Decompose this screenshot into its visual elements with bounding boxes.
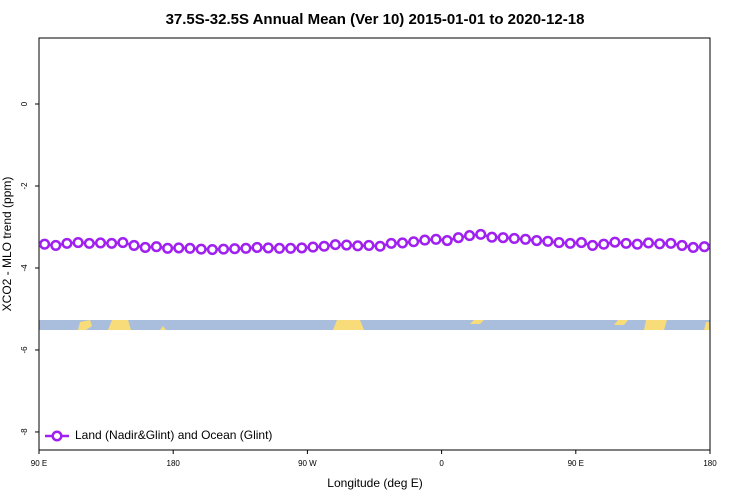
point — [419, 234, 431, 246]
point — [251, 241, 263, 254]
point — [184, 242, 196, 254]
land — [704, 322, 710, 330]
point — [72, 237, 84, 249]
ocean-strip — [39, 320, 710, 330]
point — [173, 242, 185, 254]
y-tick-label: -4 — [20, 264, 29, 272]
y-tick-label: -8 — [20, 428, 29, 436]
x-axis-label: Longitude (deg E) — [327, 476, 422, 490]
point — [676, 239, 688, 251]
land — [108, 320, 131, 330]
x-tick-label: 90 E — [31, 459, 47, 468]
point — [441, 234, 453, 247]
point — [665, 237, 677, 249]
point — [396, 237, 409, 249]
point — [464, 230, 476, 242]
point — [240, 242, 252, 254]
point — [307, 241, 319, 253]
land — [78, 320, 92, 330]
point — [128, 239, 140, 251]
point — [150, 241, 162, 253]
point — [531, 234, 543, 247]
point — [206, 243, 218, 256]
point — [262, 242, 274, 254]
map-strip — [39, 320, 710, 330]
point — [61, 237, 73, 249]
point — [217, 243, 230, 255]
point — [508, 232, 520, 245]
point — [329, 239, 341, 251]
point — [374, 240, 386, 252]
point — [273, 242, 285, 254]
point — [106, 237, 118, 249]
point — [139, 241, 151, 254]
land — [333, 320, 364, 330]
point — [598, 238, 610, 250]
point — [497, 232, 509, 244]
land — [614, 320, 628, 325]
x-tick-label: 90 E — [568, 459, 584, 468]
point — [620, 237, 632, 249]
x-tick-label: 90 W — [298, 459, 317, 468]
point — [542, 235, 554, 247]
point — [654, 238, 666, 250]
plot-frame — [38, 37, 711, 451]
point — [340, 239, 353, 251]
x-tick-label: 180 — [167, 459, 181, 468]
point — [50, 239, 62, 251]
point — [229, 243, 241, 255]
x-tick-label: 180 — [703, 459, 717, 468]
point — [631, 238, 643, 250]
land — [470, 320, 484, 324]
point — [553, 237, 565, 249]
point — [698, 241, 710, 253]
point — [285, 242, 297, 254]
point — [430, 233, 442, 245]
point — [519, 233, 532, 245]
legend-label: Land (Nadir&Glint) and Ocean (Glint) — [75, 428, 272, 442]
land — [160, 326, 166, 330]
y-tick-label: -6 — [20, 346, 29, 354]
chart-title: 37.5S-32.5S Annual Mean (Ver 10) 2015-01… — [166, 11, 585, 28]
y-axis-label: XCO2 - MLO trend (ppm) — [0, 177, 14, 312]
point — [83, 237, 95, 249]
point — [363, 239, 375, 251]
point — [318, 240, 330, 252]
point — [296, 242, 308, 254]
point — [486, 231, 498, 243]
point — [39, 238, 51, 250]
point — [575, 237, 587, 249]
point — [642, 237, 655, 249]
point — [687, 241, 699, 254]
land — [644, 320, 667, 330]
legend-marker — [51, 430, 63, 442]
point — [117, 237, 129, 249]
point — [408, 236, 420, 248]
point — [609, 236, 621, 248]
point — [94, 237, 107, 249]
point — [587, 239, 599, 251]
point — [452, 232, 464, 244]
x-tick-label: 0 — [439, 459, 444, 468]
point — [162, 242, 174, 254]
point — [352, 240, 364, 252]
point — [385, 237, 397, 249]
point — [195, 243, 207, 255]
y-tick-label: 0 — [20, 101, 29, 106]
point — [564, 237, 576, 249]
y-tick-label: -2 — [20, 182, 29, 190]
point — [475, 228, 487, 240]
